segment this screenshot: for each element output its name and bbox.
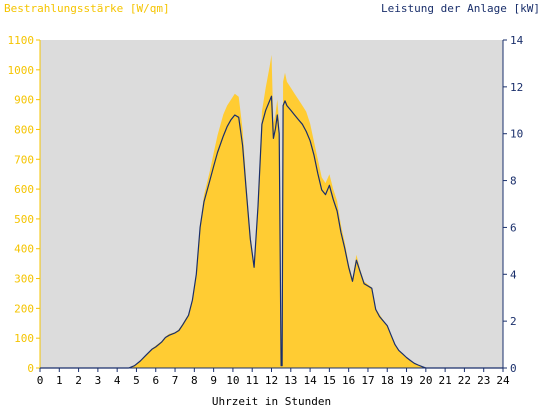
x-tick-label: 11 — [246, 374, 259, 387]
right-axis-title: Leistung der Anlage [kW] — [381, 2, 540, 15]
x-tick-label: 1 — [56, 374, 63, 387]
x-tick-label: 6 — [152, 374, 159, 387]
x-tick-label: 16 — [342, 374, 355, 387]
x-tick-label: 12 — [265, 374, 278, 387]
right-tick-label: 12 — [510, 81, 523, 94]
left-tick-label: 0 — [27, 362, 34, 375]
x-tick-label: 2 — [75, 374, 82, 387]
x-tick-label: 3 — [95, 374, 102, 387]
x-tick-label: 20 — [419, 374, 432, 387]
x-tick-label: 13 — [284, 374, 297, 387]
series-layer — [40, 54, 503, 369]
left-tick-label: 500 — [14, 213, 34, 226]
left-tick-label: 400 — [14, 243, 34, 256]
power-line — [40, 95, 503, 369]
right-tick-label: 0 — [510, 362, 517, 375]
x-tick-label: 8 — [191, 374, 198, 387]
x-tick-label: 4 — [114, 374, 121, 387]
right-tick-label: 10 — [510, 128, 523, 141]
x-tick-label: 14 — [303, 374, 317, 387]
x-tick-label: 5 — [133, 374, 140, 387]
left-axis-title: Bestrahlungsstärke [W/qm] — [4, 2, 170, 15]
x-tick-label: 19 — [400, 374, 413, 387]
left-tick-label: 200 — [14, 302, 34, 315]
x-tick-label: 0 — [37, 374, 44, 387]
right-tick-label: 4 — [510, 268, 517, 281]
x-tick-label: 23 — [477, 374, 490, 387]
x-axis-title: Uhrzeit in Stunden — [212, 395, 331, 408]
x-tick-label: 24 — [496, 374, 510, 387]
right-tick-label: 6 — [510, 221, 517, 234]
irradiance-area — [40, 54, 503, 369]
x-tick-label: 7 — [172, 374, 179, 387]
left-tick-label: 100 — [14, 332, 34, 345]
left-tick-label: 300 — [14, 273, 34, 286]
x-tick-label: 21 — [439, 374, 452, 387]
left-tick-label: 700 — [14, 153, 34, 166]
left-tick-label: 800 — [14, 123, 34, 136]
x-tick-label: 9 — [210, 374, 217, 387]
axes-layer: 0100200300400500600700800900100011000246… — [8, 34, 524, 387]
left-tick-label: 1100 — [8, 34, 35, 47]
left-tick-label: 900 — [14, 94, 34, 107]
x-tick-label: 17 — [361, 374, 374, 387]
x-tick-label: 18 — [381, 374, 394, 387]
right-tick-label: 14 — [510, 34, 524, 47]
right-tick-label: 2 — [510, 315, 517, 328]
right-tick-label: 8 — [510, 175, 517, 188]
x-tick-label: 15 — [323, 374, 336, 387]
left-tick-label: 600 — [14, 183, 34, 196]
left-tick-label: 1000 — [8, 64, 35, 77]
x-tick-label: 22 — [458, 374, 471, 387]
x-tick-label: 10 — [226, 374, 239, 387]
